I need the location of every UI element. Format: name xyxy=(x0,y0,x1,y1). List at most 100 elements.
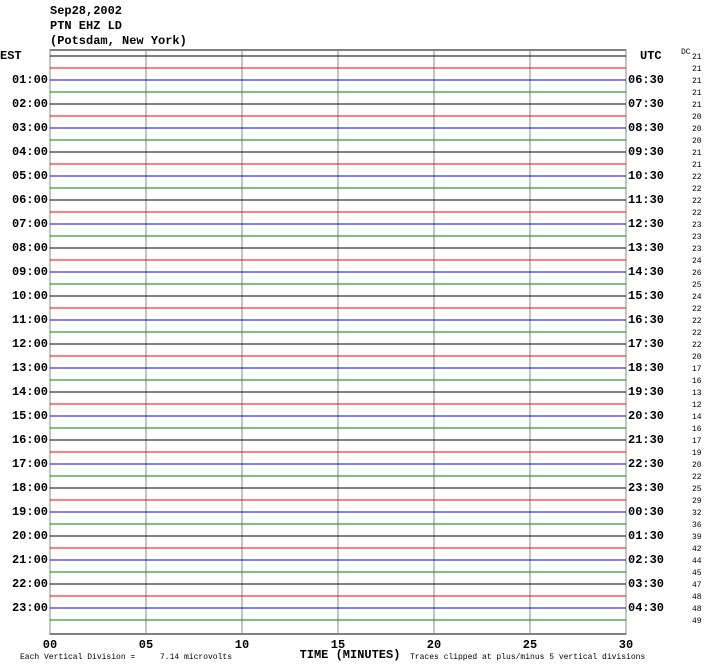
dc-value: 20 xyxy=(692,125,702,134)
dc-value: 23 xyxy=(692,221,702,230)
dc-value: 29 xyxy=(692,497,702,506)
dc-label: DC xyxy=(681,48,691,57)
utc-label: 01:30 xyxy=(628,529,664,543)
dc-value: 25 xyxy=(692,485,702,494)
dc-value: 24 xyxy=(692,257,702,266)
est-label: 21:00 xyxy=(12,553,48,567)
dc-value: 19 xyxy=(692,449,702,458)
est-label: 15:00 xyxy=(12,409,48,423)
utc-label: 20:30 xyxy=(628,409,664,423)
dc-value: 42 xyxy=(692,545,702,554)
x-tick-label: 05 xyxy=(139,638,153,652)
dc-value: 22 xyxy=(692,473,702,482)
station: PTN EHZ LD xyxy=(50,19,122,33)
dc-value: 21 xyxy=(692,161,702,170)
dc-value: 22 xyxy=(692,317,702,326)
dc-value: 21 xyxy=(692,149,702,158)
left-axis-label: EST xyxy=(0,49,22,63)
est-label: 16:00 xyxy=(12,433,48,447)
dc-value: 20 xyxy=(692,137,702,146)
dc-value: 13 xyxy=(692,389,702,398)
dc-value: 47 xyxy=(692,581,702,590)
dc-value: 39 xyxy=(692,533,702,542)
utc-label: 21:30 xyxy=(628,433,664,447)
est-label: 08:00 xyxy=(12,241,48,255)
est-label: 13:00 xyxy=(12,361,48,375)
dc-value: 16 xyxy=(692,377,702,386)
dc-value: 25 xyxy=(692,281,702,290)
x-tick-label: 30 xyxy=(619,638,633,652)
dc-value: 20 xyxy=(692,113,702,122)
utc-label: 11:30 xyxy=(628,193,664,207)
utc-label: 12:30 xyxy=(628,217,664,231)
dc-value: 21 xyxy=(692,77,702,86)
est-label: 09:00 xyxy=(12,265,48,279)
x-tick-label: 00 xyxy=(43,638,57,652)
dc-value: 45 xyxy=(692,569,702,578)
est-label: 22:00 xyxy=(12,577,48,591)
dc-value: 48 xyxy=(692,593,702,602)
est-label: 19:00 xyxy=(12,505,48,519)
dc-value: 16 xyxy=(692,425,702,434)
est-label: 20:00 xyxy=(12,529,48,543)
dc-value: 20 xyxy=(692,461,702,470)
dc-value: 21 xyxy=(692,65,702,74)
utc-label: 09:30 xyxy=(628,145,664,159)
dc-value: 22 xyxy=(692,329,702,338)
right-axis-label: UTC xyxy=(640,49,662,63)
dc-value: 22 xyxy=(692,209,702,218)
clip-note: Traces clipped at plus/minus 5 vertical … xyxy=(410,653,645,662)
est-label: 12:00 xyxy=(12,337,48,351)
dc-value: 22 xyxy=(692,185,702,194)
utc-label: 15:30 xyxy=(628,289,664,303)
location: (Potsdam, New York) xyxy=(50,34,187,48)
dc-value: 23 xyxy=(692,245,702,254)
est-label: 05:00 xyxy=(12,169,48,183)
x-tick-label: 25 xyxy=(523,638,537,652)
est-label: 10:00 xyxy=(12,289,48,303)
dc-value: 22 xyxy=(692,341,702,350)
dc-value: 24 xyxy=(692,293,702,302)
division-value: 7.14 microvolts xyxy=(160,653,232,662)
dc-value: 44 xyxy=(692,557,702,566)
x-axis-label: TIME (MINUTES) xyxy=(300,648,401,662)
dc-value: 32 xyxy=(692,509,702,518)
dc-value: 17 xyxy=(692,437,702,446)
utc-label: 13:30 xyxy=(628,241,664,255)
utc-label: 19:30 xyxy=(628,385,664,399)
utc-label: 23:30 xyxy=(628,481,664,495)
est-label: 18:00 xyxy=(12,481,48,495)
dc-value: 21 xyxy=(692,53,702,62)
est-label: 14:00 xyxy=(12,385,48,399)
est-label: 01:00 xyxy=(12,73,48,87)
utc-label: 08:30 xyxy=(628,121,664,135)
est-label: 04:00 xyxy=(12,145,48,159)
est-label: 17:00 xyxy=(12,457,48,471)
dc-value: 21 xyxy=(692,89,702,98)
est-label: 11:00 xyxy=(12,313,48,327)
x-tick-label: 20 xyxy=(427,638,441,652)
est-label: 03:00 xyxy=(12,121,48,135)
utc-label: 00:30 xyxy=(628,505,664,519)
dc-value: 21 xyxy=(692,101,702,110)
dc-value: 22 xyxy=(692,197,702,206)
utc-label: 04:30 xyxy=(628,601,664,615)
dc-value: 26 xyxy=(692,269,702,278)
utc-label: 18:30 xyxy=(628,361,664,375)
utc-label: 10:30 xyxy=(628,169,664,183)
utc-label: 06:30 xyxy=(628,73,664,87)
est-label: 23:00 xyxy=(12,601,48,615)
dc-value: 23 xyxy=(692,233,702,242)
dc-value: 12 xyxy=(692,401,702,410)
dc-value: 49 xyxy=(692,617,702,626)
utc-label: 17:30 xyxy=(628,337,664,351)
dc-value: 14 xyxy=(692,413,702,422)
utc-label: 16:30 xyxy=(628,313,664,327)
division-note: Each Vertical Division = xyxy=(20,653,135,662)
utc-label: 03:30 xyxy=(628,577,664,591)
utc-label: 14:30 xyxy=(628,265,664,279)
est-label: 07:00 xyxy=(12,217,48,231)
dc-value: 20 xyxy=(692,353,702,362)
